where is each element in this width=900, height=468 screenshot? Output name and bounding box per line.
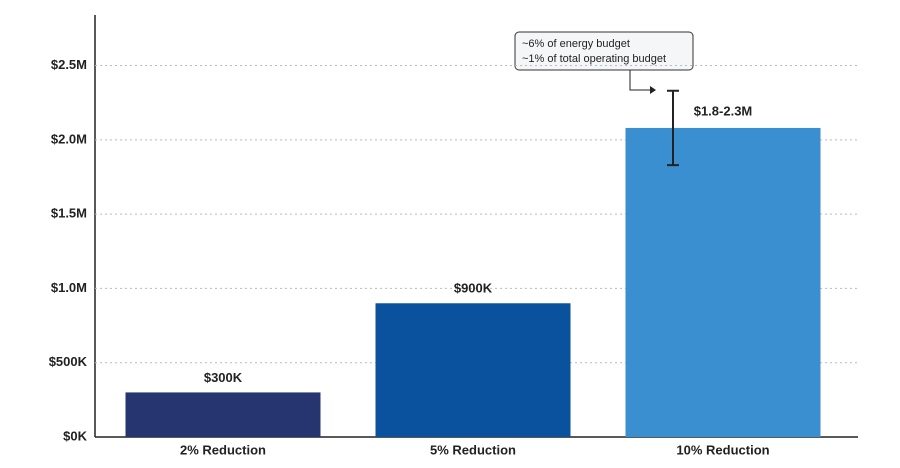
- y-tick-label: $500K: [49, 354, 88, 369]
- value-label: $1.8-2.3M: [694, 103, 753, 118]
- x-tick-label: 10% Reduction: [676, 442, 769, 457]
- bar: [625, 127, 821, 438]
- y-tick-label: $1.0M: [51, 280, 87, 295]
- annotation-line: ~6% of energy budget: [522, 38, 630, 50]
- bar: [375, 303, 571, 437]
- annotation-line: ~1% of total operating budget: [522, 53, 666, 65]
- annotation-arrowhead: [650, 86, 656, 94]
- annotation-box: [514, 31, 694, 71]
- value-label: $900K: [454, 281, 493, 296]
- error-bar: [667, 89, 679, 167]
- value-label: $300K: [204, 370, 243, 385]
- bar: [125, 392, 321, 437]
- y-tick-label: $1.5M: [51, 206, 87, 221]
- annotation-arrow: [629, 70, 650, 91]
- x-tick-label: 5% Reduction: [430, 442, 516, 457]
- x-tick-label: 2% Reduction: [180, 442, 266, 457]
- annotation: ~6% of energy budget ~1% of total operat…: [514, 31, 694, 94]
- y-tick-label: $0K: [63, 428, 87, 443]
- y-tick-label: $2.5M: [51, 57, 87, 72]
- y-tick-label: $2.0M: [51, 131, 87, 146]
